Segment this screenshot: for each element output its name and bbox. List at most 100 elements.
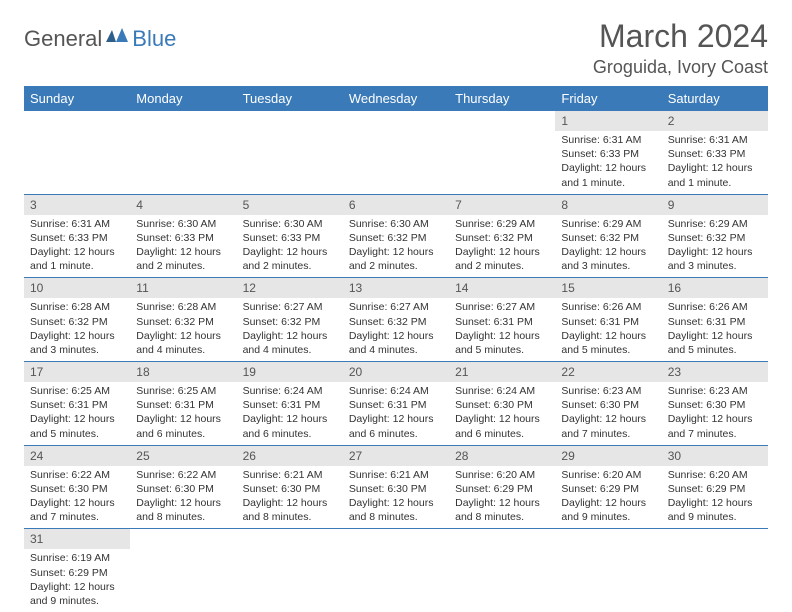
month-title: March 2024 (593, 18, 768, 55)
calendar-day-cell: 29Sunrise: 6:20 AMSunset: 6:29 PMDayligh… (555, 445, 661, 529)
day-details: Sunrise: 6:29 AMSunset: 6:32 PMDaylight:… (449, 215, 555, 278)
day-details: Sunrise: 6:22 AMSunset: 6:30 PMDaylight:… (130, 466, 236, 529)
day-number: 26 (237, 446, 343, 466)
calendar-week-row: 3Sunrise: 6:31 AMSunset: 6:33 PMDaylight… (24, 194, 768, 278)
day-number: 6 (343, 195, 449, 215)
day-number: 17 (24, 362, 130, 382)
calendar-empty-cell (449, 111, 555, 194)
calendar-day-cell: 31Sunrise: 6:19 AMSunset: 6:29 PMDayligh… (24, 529, 130, 612)
calendar-week-row: 31Sunrise: 6:19 AMSunset: 6:29 PMDayligh… (24, 529, 768, 612)
day-details: Sunrise: 6:21 AMSunset: 6:30 PMDaylight:… (237, 466, 343, 529)
day-details: Sunrise: 6:27 AMSunset: 6:31 PMDaylight:… (449, 298, 555, 361)
weekday-header: Sunday (24, 86, 130, 111)
day-details: Sunrise: 6:24 AMSunset: 6:31 PMDaylight:… (237, 382, 343, 445)
day-number: 15 (555, 278, 661, 298)
day-number: 1 (555, 111, 661, 131)
day-details: Sunrise: 6:24 AMSunset: 6:31 PMDaylight:… (343, 382, 449, 445)
calendar-day-cell: 4Sunrise: 6:30 AMSunset: 6:33 PMDaylight… (130, 194, 236, 278)
day-details: Sunrise: 6:26 AMSunset: 6:31 PMDaylight:… (555, 298, 661, 361)
day-details: Sunrise: 6:31 AMSunset: 6:33 PMDaylight:… (24, 215, 130, 278)
day-number: 13 (343, 278, 449, 298)
day-details: Sunrise: 6:24 AMSunset: 6:30 PMDaylight:… (449, 382, 555, 445)
day-number: 9 (662, 195, 768, 215)
calendar-empty-cell (343, 529, 449, 612)
day-details: Sunrise: 6:20 AMSunset: 6:29 PMDaylight:… (555, 466, 661, 529)
calendar-day-cell: 28Sunrise: 6:20 AMSunset: 6:29 PMDayligh… (449, 445, 555, 529)
day-number: 30 (662, 446, 768, 466)
day-number: 18 (130, 362, 236, 382)
day-number: 16 (662, 278, 768, 298)
calendar-day-cell: 19Sunrise: 6:24 AMSunset: 6:31 PMDayligh… (237, 362, 343, 446)
day-number: 10 (24, 278, 130, 298)
calendar-day-cell: 12Sunrise: 6:27 AMSunset: 6:32 PMDayligh… (237, 278, 343, 362)
day-number: 5 (237, 195, 343, 215)
calendar-day-cell: 25Sunrise: 6:22 AMSunset: 6:30 PMDayligh… (130, 445, 236, 529)
day-number: 23 (662, 362, 768, 382)
calendar-day-cell: 17Sunrise: 6:25 AMSunset: 6:31 PMDayligh… (24, 362, 130, 446)
day-details: Sunrise: 6:30 AMSunset: 6:33 PMDaylight:… (130, 215, 236, 278)
day-number: 8 (555, 195, 661, 215)
day-number: 20 (343, 362, 449, 382)
location-subtitle: Groguida, Ivory Coast (593, 57, 768, 78)
day-details: Sunrise: 6:28 AMSunset: 6:32 PMDaylight:… (24, 298, 130, 361)
calendar-week-row: 17Sunrise: 6:25 AMSunset: 6:31 PMDayligh… (24, 362, 768, 446)
calendar-day-cell: 14Sunrise: 6:27 AMSunset: 6:31 PMDayligh… (449, 278, 555, 362)
weekday-header: Friday (555, 86, 661, 111)
day-number: 27 (343, 446, 449, 466)
day-number: 22 (555, 362, 661, 382)
day-details: Sunrise: 6:20 AMSunset: 6:29 PMDaylight:… (449, 466, 555, 529)
day-number: 4 (130, 195, 236, 215)
calendar-day-cell: 20Sunrise: 6:24 AMSunset: 6:31 PMDayligh… (343, 362, 449, 446)
calendar-empty-cell (555, 529, 661, 612)
weekday-header: Wednesday (343, 86, 449, 111)
calendar-empty-cell (343, 111, 449, 194)
calendar-header-row: SundayMondayTuesdayWednesdayThursdayFrid… (24, 86, 768, 111)
calendar-day-cell: 26Sunrise: 6:21 AMSunset: 6:30 PMDayligh… (237, 445, 343, 529)
calendar-day-cell: 13Sunrise: 6:27 AMSunset: 6:32 PMDayligh… (343, 278, 449, 362)
calendar-day-cell: 8Sunrise: 6:29 AMSunset: 6:32 PMDaylight… (555, 194, 661, 278)
day-details: Sunrise: 6:31 AMSunset: 6:33 PMDaylight:… (662, 131, 768, 194)
calendar-day-cell: 2Sunrise: 6:31 AMSunset: 6:33 PMDaylight… (662, 111, 768, 194)
calendar-empty-cell (237, 111, 343, 194)
day-number: 7 (449, 195, 555, 215)
logo-flag-icon (106, 28, 130, 51)
day-details: Sunrise: 6:26 AMSunset: 6:31 PMDaylight:… (662, 298, 768, 361)
title-block: March 2024 Groguida, Ivory Coast (593, 18, 768, 78)
day-details: Sunrise: 6:25 AMSunset: 6:31 PMDaylight:… (130, 382, 236, 445)
calendar-day-cell: 9Sunrise: 6:29 AMSunset: 6:32 PMDaylight… (662, 194, 768, 278)
calendar-day-cell: 10Sunrise: 6:28 AMSunset: 6:32 PMDayligh… (24, 278, 130, 362)
calendar-day-cell: 7Sunrise: 6:29 AMSunset: 6:32 PMDaylight… (449, 194, 555, 278)
day-details: Sunrise: 6:22 AMSunset: 6:30 PMDaylight:… (24, 466, 130, 529)
calendar-empty-cell (130, 111, 236, 194)
calendar-empty-cell (130, 529, 236, 612)
calendar-day-cell: 6Sunrise: 6:30 AMSunset: 6:32 PMDaylight… (343, 194, 449, 278)
day-details: Sunrise: 6:25 AMSunset: 6:31 PMDaylight:… (24, 382, 130, 445)
day-details: Sunrise: 6:30 AMSunset: 6:32 PMDaylight:… (343, 215, 449, 278)
day-number: 28 (449, 446, 555, 466)
day-number: 31 (24, 529, 130, 549)
page-header: General Blue March 2024 Groguida, Ivory … (24, 18, 768, 78)
calendar-day-cell: 18Sunrise: 6:25 AMSunset: 6:31 PMDayligh… (130, 362, 236, 446)
day-number: 11 (130, 278, 236, 298)
calendar-day-cell: 1Sunrise: 6:31 AMSunset: 6:33 PMDaylight… (555, 111, 661, 194)
logo-text-blue: Blue (132, 26, 176, 52)
calendar-week-row: 1Sunrise: 6:31 AMSunset: 6:33 PMDaylight… (24, 111, 768, 194)
day-number: 29 (555, 446, 661, 466)
logo: General Blue (24, 26, 176, 52)
day-details: Sunrise: 6:29 AMSunset: 6:32 PMDaylight:… (555, 215, 661, 278)
calendar-table: SundayMondayTuesdayWednesdayThursdayFrid… (24, 86, 768, 612)
calendar-day-cell: 23Sunrise: 6:23 AMSunset: 6:30 PMDayligh… (662, 362, 768, 446)
weekday-header: Tuesday (237, 86, 343, 111)
day-details: Sunrise: 6:21 AMSunset: 6:30 PMDaylight:… (343, 466, 449, 529)
day-details: Sunrise: 6:23 AMSunset: 6:30 PMDaylight:… (662, 382, 768, 445)
calendar-week-row: 24Sunrise: 6:22 AMSunset: 6:30 PMDayligh… (24, 445, 768, 529)
day-details: Sunrise: 6:31 AMSunset: 6:33 PMDaylight:… (555, 131, 661, 194)
calendar-day-cell: 16Sunrise: 6:26 AMSunset: 6:31 PMDayligh… (662, 278, 768, 362)
calendar-week-row: 10Sunrise: 6:28 AMSunset: 6:32 PMDayligh… (24, 278, 768, 362)
calendar-day-cell: 5Sunrise: 6:30 AMSunset: 6:33 PMDaylight… (237, 194, 343, 278)
weekday-header: Saturday (662, 86, 768, 111)
weekday-header: Thursday (449, 86, 555, 111)
day-details: Sunrise: 6:19 AMSunset: 6:29 PMDaylight:… (24, 549, 130, 612)
day-details: Sunrise: 6:27 AMSunset: 6:32 PMDaylight:… (237, 298, 343, 361)
calendar-day-cell: 15Sunrise: 6:26 AMSunset: 6:31 PMDayligh… (555, 278, 661, 362)
